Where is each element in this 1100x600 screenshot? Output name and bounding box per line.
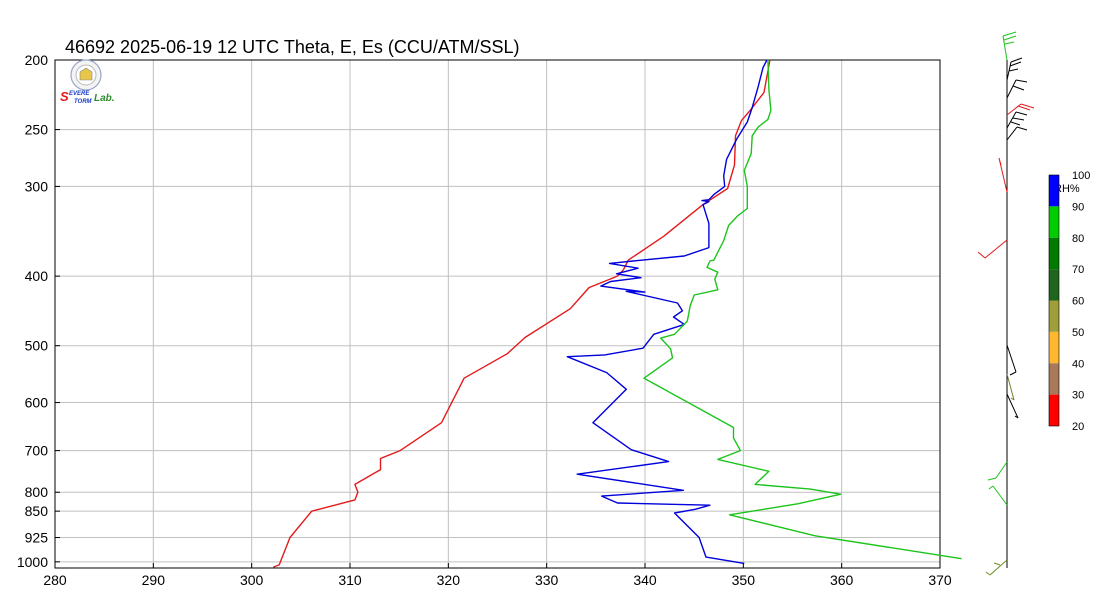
logo-text-evere: EVERE: [69, 91, 90, 97]
x-tick-label: 340: [633, 572, 657, 588]
colorbar-label: 50: [1072, 327, 1084, 339]
colorbar-frame: [1048, 174, 1060, 427]
y-tick-label: 700: [25, 443, 49, 459]
colorbar-label: 90: [1072, 201, 1084, 213]
wind-barbs: [977, 31, 1035, 576]
colorbar-band: [1049, 300, 1059, 332]
series-lines: [273, 59, 962, 568]
x-tick-label: 290: [142, 572, 166, 588]
y-tick-label: 800: [25, 484, 49, 500]
colorbar-label: 40: [1072, 358, 1084, 370]
colorbar-band: [1049, 237, 1059, 270]
colorbar-label: 100: [1072, 170, 1090, 182]
y-tick-label: 300: [25, 178, 49, 194]
colorbar-band: [1049, 363, 1059, 395]
series-line-1: [273, 59, 771, 568]
y-tick-label: 600: [25, 395, 49, 411]
colorbar-label: 60: [1072, 296, 1084, 308]
x-tick-label: 300: [240, 572, 264, 588]
series-line-2: [566, 59, 768, 565]
y-tick-label: 500: [25, 338, 49, 354]
gridlines: [55, 60, 940, 568]
colorbar-band: [1049, 331, 1059, 364]
colorbar-band: [1049, 269, 1059, 301]
rh-colorbar: RH% 100 90 80 70 60 50 40 30 20: [1048, 170, 1090, 433]
colorbar-label: 80: [1072, 233, 1084, 245]
wind-barb: [977, 31, 1035, 576]
y-tick-label: 400: [25, 268, 49, 284]
x-tick-label: 360: [830, 572, 854, 588]
severe-storm-lab-logo: S EVERE TORM Lab.: [60, 59, 115, 105]
series-line-3: [643, 59, 962, 560]
colorbar-band: [1049, 206, 1059, 238]
y-tick-label: 925: [25, 530, 49, 546]
axis-ticks: 280 290 300 310 320 330 340 350 360 370 200 250 300 4…: [17, 52, 952, 588]
colorbar-label: 70: [1072, 264, 1084, 276]
colorbar-label: 30: [1072, 390, 1084, 402]
colorbar-band: [1049, 394, 1059, 426]
x-tick-label: 320: [437, 572, 461, 588]
colorbar-label: 20: [1072, 421, 1084, 433]
logo-text-torm: TORM: [74, 99, 93, 105]
colorbar-title: RH%: [1054, 183, 1080, 195]
logo-text-lab: Lab.: [94, 93, 115, 104]
plot-frame: [54, 59, 941, 569]
x-tick-label: 370: [928, 572, 952, 588]
y-tick-label: 850: [25, 503, 49, 519]
x-tick-label: 280: [43, 572, 67, 588]
y-tick-label: 200: [25, 52, 49, 68]
y-tick-label: 1000: [17, 554, 48, 570]
x-tick-label: 310: [338, 572, 362, 588]
chart-title: 46692 2025-06-19 12 UTC Theta, E, Es (CC…: [65, 37, 520, 57]
x-tick-label: 350: [732, 572, 756, 588]
y-tick-label: 250: [25, 122, 49, 138]
logo-letter-s: S: [60, 89, 69, 104]
x-tick-label: 330: [535, 572, 559, 588]
colorbar-band: [1049, 175, 1059, 207]
logo-emblem-icon: [79, 67, 93, 81]
